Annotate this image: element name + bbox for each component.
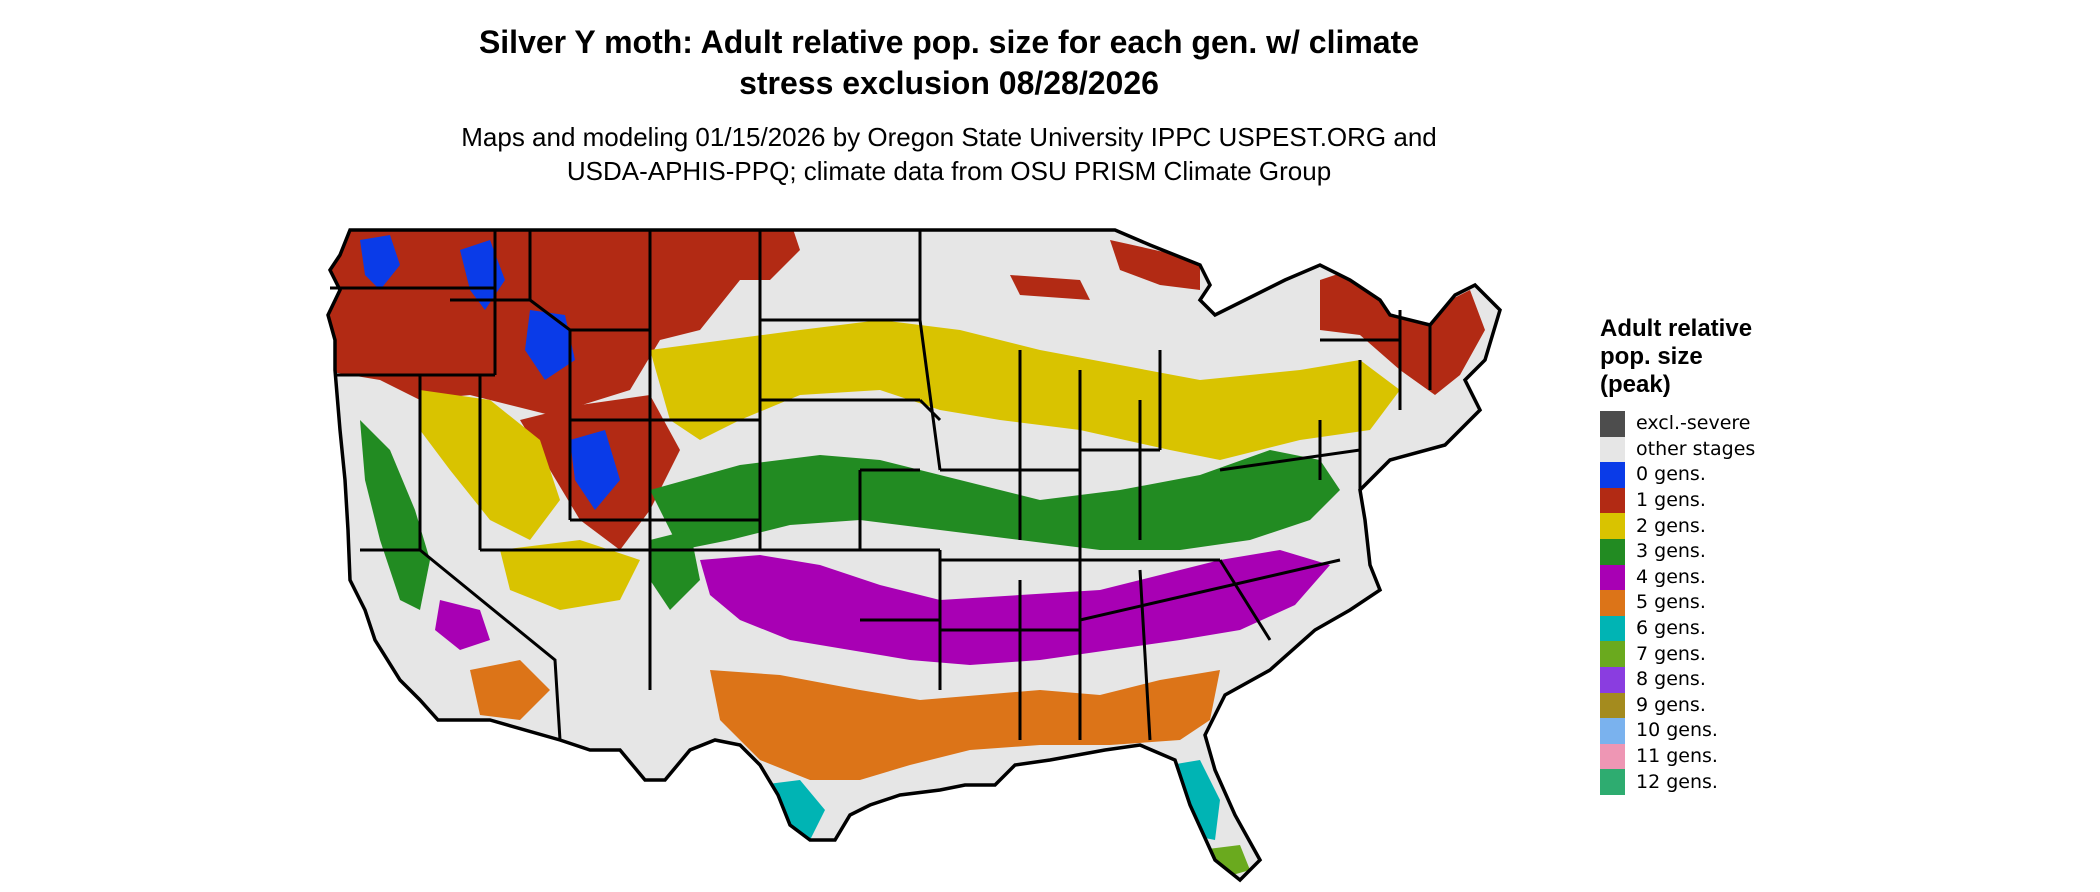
legend-item: 6 gens.: [1600, 615, 1860, 642]
legend-item: 2 gens.: [1600, 513, 1860, 539]
region-4gen-desert: [435, 600, 490, 650]
legend-label: 1 gens.: [1636, 489, 1706, 512]
legend-swatch: [1600, 487, 1625, 514]
legend-label: 5 gens.: [1636, 591, 1706, 614]
region-1gen-wisconsin: [1010, 275, 1090, 300]
region-2gen-southwest: [500, 540, 640, 610]
map-title-line1: Silver Y moth: Adult relative pop. size …: [478, 24, 1420, 60]
region-1gen-northeast: [1320, 270, 1485, 395]
region-5gen-arizona: [470, 660, 550, 720]
legend-swatch: [1600, 743, 1625, 770]
legend-swatch: [1600, 615, 1625, 642]
legend-swatch: [1600, 513, 1625, 539]
legend-title: Adult relative pop. size (peak): [1600, 315, 1860, 399]
legend-item: 4 gens.: [1600, 564, 1860, 591]
legend-item: 8 gens.: [1600, 666, 1860, 693]
region-1gen-upper-michigan: [1110, 240, 1200, 290]
map-title: Silver Y moth: Adult relative pop. size …: [0, 22, 1898, 104]
legend-swatch: [1600, 666, 1625, 693]
legend-swatch: [1600, 718, 1625, 744]
region-0gen-cascades: [360, 235, 400, 290]
region-3gen-california: [360, 420, 430, 610]
legend-item: 11 gens.: [1600, 743, 1860, 770]
region-2gen-great-basin: [420, 390, 560, 540]
legend-title-line3: (peak): [1600, 371, 1671, 398]
legend-item: 0 gens.: [1600, 462, 1860, 488]
legend-label: 9 gens.: [1636, 693, 1706, 716]
legend-swatch: [1600, 769, 1625, 795]
legend-label: 10 gens.: [1636, 719, 1718, 742]
legend-item: 1 gens.: [1600, 487, 1860, 514]
legend-items: excl.-severe other stages 0 gens. 1 gens. 2 …: [1600, 411, 1860, 795]
legend-swatch: [1600, 462, 1625, 488]
legend-item: 3 gens.: [1600, 538, 1860, 565]
legend-label: 2 gens.: [1636, 514, 1706, 537]
legend-label: 8 gens.: [1636, 668, 1706, 691]
map-subtitle: Maps and modeling 01/15/2026 by Oregon S…: [0, 120, 1898, 188]
legend-swatch: [1600, 538, 1625, 565]
us-outline: [326, 228, 1502, 883]
legend-item: 7 gens.: [1600, 641, 1860, 667]
legend: Adult relative pop. size (peak) excl.-se…: [1600, 315, 1860, 795]
region-4gen-south-band: [700, 550, 1330, 665]
region-3gen-central-band: [650, 450, 1340, 550]
region-2gen-plains: [650, 320, 1400, 460]
legend-title-line2: pop. size: [1600, 343, 1703, 370]
legend-item: 10 gens.: [1600, 718, 1860, 744]
legend-item: 5 gens.: [1600, 590, 1860, 616]
map-subtitle-line2: USDA-APHIS-PPQ; climate data from OSU PR…: [566, 156, 1332, 186]
legend-swatch: [1600, 564, 1625, 591]
legend-label: excl.-severe: [1636, 412, 1751, 435]
legend-label: 7 gens.: [1636, 642, 1706, 665]
legend-item: 9 gens.: [1600, 692, 1860, 719]
legend-label: other stages: [1636, 437, 1756, 460]
legend-label: 12 gens.: [1636, 770, 1718, 793]
legend-swatch: [1600, 411, 1625, 437]
legend-label: 3 gens.: [1636, 540, 1706, 563]
legend-swatch: [1600, 692, 1625, 719]
legend-swatch: [1600, 436, 1625, 463]
legend-item: 12 gens.: [1600, 769, 1860, 795]
legend-swatch: [1600, 590, 1625, 616]
region-5gen-gulf-coast: [710, 670, 1220, 780]
state-boundaries: [330, 230, 1432, 741]
legend-label: 0 gens.: [1636, 463, 1706, 486]
region-0gen-colorado: [570, 430, 620, 510]
map-title-line2: stress exclusion 08/28/2026: [739, 65, 1159, 101]
legend-label: 4 gens.: [1636, 565, 1706, 588]
legend-item: excl.-severe: [1600, 411, 1860, 437]
legend-label: 11 gens.: [1636, 745, 1718, 768]
legend-swatch: [1600, 641, 1625, 667]
legend-label: 6 gens.: [1636, 617, 1706, 640]
us-map: [326, 228, 1502, 883]
legend-item: other stages: [1600, 436, 1860, 463]
map-subtitle-line1: Maps and modeling 01/15/2026 by Oregon S…: [461, 122, 1437, 152]
region-1gen-northern-plains: [740, 230, 800, 280]
legend-title-line1: Adult relative: [1600, 315, 1753, 342]
region-0gen-wyoming: [525, 310, 575, 380]
